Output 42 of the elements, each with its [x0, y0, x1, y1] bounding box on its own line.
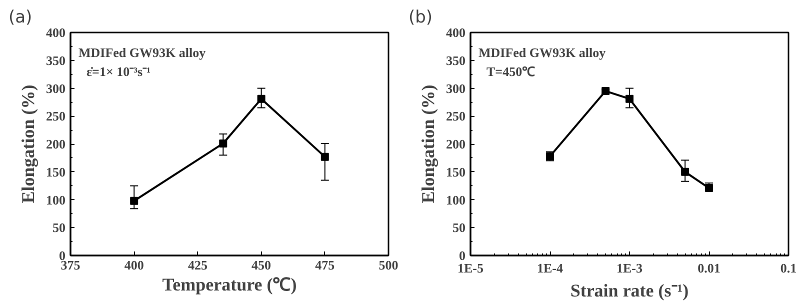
y-tick-label: 200	[446, 136, 466, 152]
point	[320, 152, 329, 161]
y-tick-label: 400	[46, 25, 66, 40]
x-tick-label: 1E-4	[537, 260, 564, 276]
x-tick-label: 450	[252, 258, 272, 272]
y-axis-title: Elongation (%)	[418, 84, 438, 204]
x-tick-label: 0.1	[780, 260, 797, 276]
y-tick-label: 200	[46, 136, 66, 152]
y-tick-label: 100	[446, 192, 466, 208]
chart-title: (b)	[408, 8, 433, 28]
x-axis-title: Temperature (℃)	[162, 274, 297, 294]
x-tick-label: 475	[315, 258, 336, 272]
y-tick-label: 300	[46, 80, 66, 96]
chart-title: (a)	[8, 8, 32, 28]
x-tick-label: 500	[378, 258, 398, 272]
annotation: MDIFed GW93K alloy	[478, 45, 606, 60]
x-tick-label: 1E-3	[616, 260, 643, 276]
point	[219, 139, 228, 148]
y-tick-label: 300	[446, 80, 466, 96]
y-tick-label: 350	[446, 52, 466, 68]
annotation: ε̇=1× 10⁻³s⁻¹	[86, 64, 151, 80]
point	[626, 94, 634, 103]
point	[130, 196, 138, 205]
point	[257, 94, 266, 103]
x-tick-label: 1E-5	[458, 260, 484, 276]
y-tick-label: 50	[52, 220, 66, 236]
x-axis-title: Strain rate (s⁻¹)	[570, 280, 689, 300]
y-tick-label: 50	[452, 220, 466, 236]
y-tick-label: 250	[46, 108, 66, 124]
y-tick-label: 150	[46, 164, 66, 180]
y-tick-label: 400	[446, 25, 466, 40]
annotation: MDIFed GW93K alloy	[78, 45, 206, 60]
x-tick-label: 0.01	[698, 260, 720, 276]
x-tick-label: 400	[124, 258, 144, 272]
y-tick-label: 250	[446, 108, 466, 124]
y-tick-label: 100	[46, 192, 66, 208]
y-tick-label: 0	[459, 248, 466, 263]
y-axis-title: Elongation (%)	[18, 84, 38, 204]
y-tick-label: 150	[446, 164, 466, 180]
annotation: T=450℃	[486, 64, 536, 80]
x-tick-label: 425	[188, 258, 208, 272]
y-tick-label: 350	[46, 52, 66, 68]
